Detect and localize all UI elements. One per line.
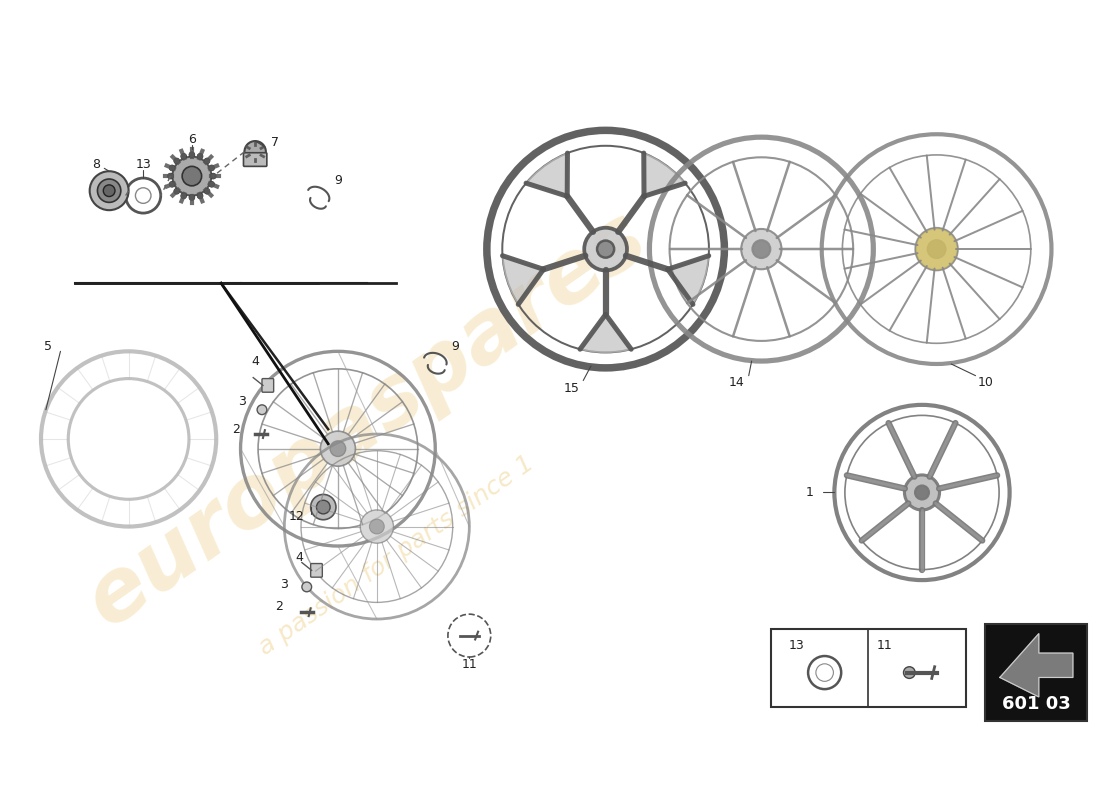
Circle shape: [189, 194, 195, 201]
Text: 601 03: 601 03: [1002, 694, 1070, 713]
Polygon shape: [668, 256, 708, 304]
FancyBboxPatch shape: [771, 629, 966, 706]
Polygon shape: [644, 153, 685, 196]
Polygon shape: [1000, 634, 1072, 697]
Circle shape: [257, 405, 267, 414]
Text: 13: 13: [135, 158, 151, 171]
Circle shape: [103, 185, 116, 197]
FancyBboxPatch shape: [310, 563, 322, 577]
Circle shape: [360, 510, 394, 543]
Circle shape: [174, 188, 179, 194]
Circle shape: [197, 154, 204, 159]
Circle shape: [173, 157, 211, 195]
Circle shape: [370, 519, 384, 534]
Circle shape: [189, 152, 195, 158]
Circle shape: [317, 500, 330, 514]
Text: 4: 4: [251, 354, 260, 367]
Circle shape: [98, 179, 121, 202]
Circle shape: [752, 240, 770, 258]
Circle shape: [904, 475, 939, 510]
Text: 4: 4: [295, 551, 302, 564]
Text: a passion for parts since 1: a passion for parts since 1: [254, 451, 538, 660]
Text: europaspares: europaspares: [72, 195, 663, 644]
Circle shape: [209, 182, 214, 187]
Circle shape: [915, 486, 930, 499]
Circle shape: [927, 240, 946, 258]
Text: 9: 9: [451, 340, 459, 353]
Text: 3: 3: [239, 395, 246, 409]
Circle shape: [320, 431, 355, 466]
Text: 1: 1: [806, 486, 814, 499]
Text: 10: 10: [977, 376, 993, 389]
Circle shape: [180, 193, 187, 199]
Circle shape: [169, 165, 175, 171]
Circle shape: [915, 228, 958, 270]
Circle shape: [205, 188, 210, 194]
Polygon shape: [503, 256, 543, 304]
Circle shape: [597, 241, 614, 258]
Text: 3: 3: [280, 578, 288, 591]
Circle shape: [741, 229, 781, 270]
Circle shape: [903, 666, 915, 678]
Text: 11: 11: [462, 658, 477, 671]
Polygon shape: [526, 153, 568, 196]
Ellipse shape: [244, 141, 266, 162]
Text: 8: 8: [92, 158, 100, 171]
Circle shape: [197, 193, 204, 199]
Text: 5: 5: [44, 340, 52, 353]
Circle shape: [180, 154, 187, 159]
Circle shape: [205, 158, 210, 164]
Text: 7: 7: [271, 135, 278, 149]
Text: 13: 13: [789, 639, 804, 652]
Circle shape: [301, 582, 311, 592]
Circle shape: [330, 441, 345, 457]
Polygon shape: [580, 314, 631, 353]
Text: 2: 2: [276, 600, 284, 613]
FancyBboxPatch shape: [262, 378, 274, 392]
Text: 12: 12: [289, 510, 305, 523]
Circle shape: [183, 166, 201, 186]
Text: 2: 2: [232, 422, 240, 436]
Circle shape: [310, 494, 336, 520]
Circle shape: [169, 182, 175, 187]
Text: 9: 9: [334, 174, 342, 187]
Circle shape: [209, 165, 214, 171]
Circle shape: [174, 158, 179, 164]
Circle shape: [584, 228, 627, 270]
Circle shape: [167, 173, 174, 179]
FancyBboxPatch shape: [243, 153, 267, 166]
Circle shape: [90, 171, 129, 210]
Circle shape: [916, 229, 957, 270]
Circle shape: [210, 173, 217, 179]
Text: 11: 11: [877, 639, 892, 652]
Text: 14: 14: [729, 376, 745, 389]
Text: 15: 15: [563, 382, 580, 395]
Text: 6: 6: [188, 133, 196, 146]
FancyBboxPatch shape: [986, 624, 1088, 722]
